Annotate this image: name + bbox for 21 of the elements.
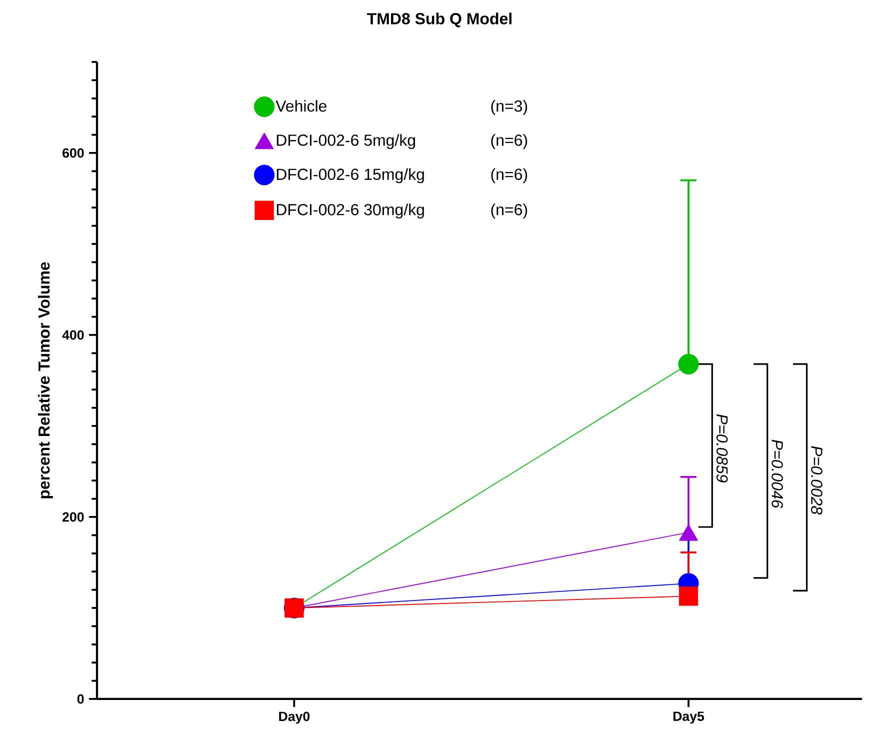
annotation: P=0.0859: [716, 414, 728, 482]
annotation: (n=6): [491, 168, 528, 184]
annotation: (n=6): [491, 204, 528, 218]
annotation: (n=3): [491, 100, 528, 115]
y-tick-label: 600: [62, 148, 84, 158]
point: [678, 586, 698, 606]
x-tick-label: Day0: [279, 712, 310, 724]
annotation: P=0.0046: [772, 440, 783, 508]
legend-label: DFCI-002-6 15mg/kg: [276, 168, 424, 184]
y-tick-label: 200: [62, 512, 84, 522]
y-tick-label: 0: [77, 694, 84, 704]
y-tick-label: 400: [62, 330, 84, 340]
chart-title: TMD8 Sub Q Model: [367, 12, 512, 28]
legend-label: Vehicle: [276, 100, 326, 112]
point: [678, 354, 699, 374]
legend-label: DFCI-002-6 5mg/kg: [276, 134, 416, 150]
x-tick-label: Day5: [673, 712, 704, 724]
annotation: (n=6): [491, 134, 528, 150]
legend-label: DFCI-002-6 30mg/kg: [276, 204, 424, 218]
y-axis-title: percent Relative Tumor Volume: [38, 262, 53, 498]
annotation: P=0.0028: [811, 446, 822, 515]
